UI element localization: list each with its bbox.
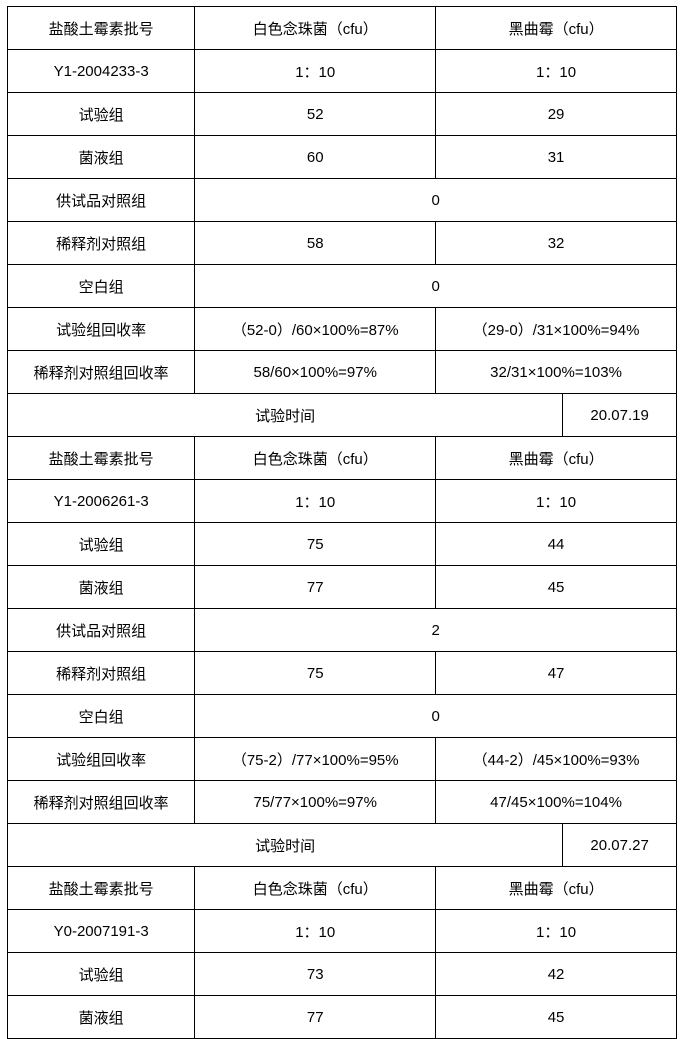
- cell-value: 2: [195, 609, 677, 652]
- header-aspergillus: 黑曲霉（cfu）: [436, 437, 677, 480]
- cell-value: （75-2）/77×100%=95%: [195, 738, 436, 781]
- cell-value: 60: [195, 136, 436, 179]
- table-row: 稀释剂对照组 75 47: [8, 652, 677, 695]
- row-label: 试验组: [8, 93, 195, 136]
- cell-value: （29-0）/31×100%=94%: [436, 308, 677, 351]
- table-row: 稀释剂对照组回收率 58/60×100%=97% 32/31×100%=103%: [8, 351, 677, 394]
- cell-value: 73: [195, 953, 436, 996]
- table-row: 盐酸土霉素批号 白色念珠菌（cfu） 黑曲霉（cfu）: [8, 437, 677, 480]
- table-row: 供试品对照组 2: [8, 609, 677, 652]
- row-label: 稀释剂对照组: [8, 222, 195, 265]
- table-row: Y1-2006261-3 1：10 1：10: [8, 480, 677, 523]
- dilution-aspergillus: 1：10: [436, 480, 677, 523]
- cell-value: 45: [436, 996, 677, 1039]
- row-label: 试验组回收率: [8, 308, 195, 351]
- table-row: 空白组 0: [8, 265, 677, 308]
- row-label: 空白组: [8, 695, 195, 738]
- table-row: 试验时间 20.07.27: [8, 824, 677, 867]
- time-value: 20.07.27: [563, 824, 677, 867]
- cell-value: 47: [436, 652, 677, 695]
- time-value: 20.07.19: [563, 394, 677, 437]
- cell-value: 58: [195, 222, 436, 265]
- table-row: 试验组 52 29: [8, 93, 677, 136]
- time-label: 试验时间: [8, 824, 563, 867]
- cell-value: （52-0）/60×100%=87%: [195, 308, 436, 351]
- table-row: 稀释剂对照组回收率 75/77×100%=97% 47/45×100%=104%: [8, 781, 677, 824]
- dilution-candida: 1：10: [195, 910, 436, 953]
- batch-number: Y1-2006261-3: [8, 480, 195, 523]
- table-row: 空白组 0: [8, 695, 677, 738]
- cell-value: 0: [195, 179, 677, 222]
- row-label: 菌液组: [8, 566, 195, 609]
- row-label: 空白组: [8, 265, 195, 308]
- dilution-candida: 1：10: [195, 480, 436, 523]
- header-aspergillus: 黑曲霉（cfu）: [436, 867, 677, 910]
- cell-value: 31: [436, 136, 677, 179]
- table-row: Y1-2004233-3 1：10 1：10: [8, 50, 677, 93]
- table-row: 菌液组 77 45: [8, 996, 677, 1039]
- cell-value: （44-2）/45×100%=93%: [436, 738, 677, 781]
- cell-value: 32/31×100%=103%: [436, 351, 677, 394]
- header-batch: 盐酸土霉素批号: [8, 867, 195, 910]
- cell-value: 45: [436, 566, 677, 609]
- header-candida: 白色念珠菌（cfu）: [195, 867, 436, 910]
- table-row: Y0-2007191-3 1：10 1：10: [8, 910, 677, 953]
- cell-value: 75/77×100%=97%: [195, 781, 436, 824]
- row-label: 菌液组: [8, 996, 195, 1039]
- table-row: 盐酸土霉素批号 白色念珠菌（cfu） 黑曲霉（cfu）: [8, 7, 677, 50]
- cell-value: 77: [195, 566, 436, 609]
- table-row: 试验时间 20.07.19: [8, 394, 677, 437]
- row-label: 供试品对照组: [8, 609, 195, 652]
- dilution-candida: 1：10: [195, 50, 436, 93]
- header-candida: 白色念珠菌（cfu）: [195, 7, 436, 50]
- cell-value: 32: [436, 222, 677, 265]
- table-row: 菌液组 77 45: [8, 566, 677, 609]
- cell-value: 42: [436, 953, 677, 996]
- cell-value: 29: [436, 93, 677, 136]
- row-label: 稀释剂对照组回收率: [8, 781, 195, 824]
- row-label: 菌液组: [8, 136, 195, 179]
- table-row: 盐酸土霉素批号 白色念珠菌（cfu） 黑曲霉（cfu）: [8, 867, 677, 910]
- table-row: 试验组回收率 （52-0）/60×100%=87% （29-0）/31×100%…: [8, 308, 677, 351]
- row-label: 供试品对照组: [8, 179, 195, 222]
- row-label: 试验组: [8, 523, 195, 566]
- header-batch: 盐酸土霉素批号: [8, 437, 195, 480]
- table-row: 试验组 73 42: [8, 953, 677, 996]
- row-label: 试验组回收率: [8, 738, 195, 781]
- table-row: 试验组 75 44: [8, 523, 677, 566]
- cell-value: 52: [195, 93, 436, 136]
- cell-value: 44: [436, 523, 677, 566]
- table-row: 稀释剂对照组 58 32: [8, 222, 677, 265]
- table-row: 供试品对照组 0: [8, 179, 677, 222]
- time-label: 试验时间: [8, 394, 563, 437]
- batch-number: Y1-2004233-3: [8, 50, 195, 93]
- row-label: 稀释剂对照组回收率: [8, 351, 195, 394]
- cell-value: 47/45×100%=104%: [436, 781, 677, 824]
- header-candida: 白色念珠菌（cfu）: [195, 437, 436, 480]
- cell-value: 0: [195, 695, 677, 738]
- row-label: 稀释剂对照组: [8, 652, 195, 695]
- cell-value: 0: [195, 265, 677, 308]
- microbial-test-table: 盐酸土霉素批号 白色念珠菌（cfu） 黑曲霉（cfu） Y1-2004233-3…: [7, 6, 677, 1039]
- row-label: 试验组: [8, 953, 195, 996]
- header-batch: 盐酸土霉素批号: [8, 7, 195, 50]
- cell-value: 75: [195, 652, 436, 695]
- table-row: 试验组回收率 （75-2）/77×100%=95% （44-2）/45×100%…: [8, 738, 677, 781]
- table-row: 菌液组 60 31: [8, 136, 677, 179]
- cell-value: 75: [195, 523, 436, 566]
- dilution-aspergillus: 1：10: [436, 910, 677, 953]
- header-aspergillus: 黑曲霉（cfu）: [436, 7, 677, 50]
- batch-number: Y0-2007191-3: [8, 910, 195, 953]
- cell-value: 58/60×100%=97%: [195, 351, 436, 394]
- dilution-aspergillus: 1：10: [436, 50, 677, 93]
- cell-value: 77: [195, 996, 436, 1039]
